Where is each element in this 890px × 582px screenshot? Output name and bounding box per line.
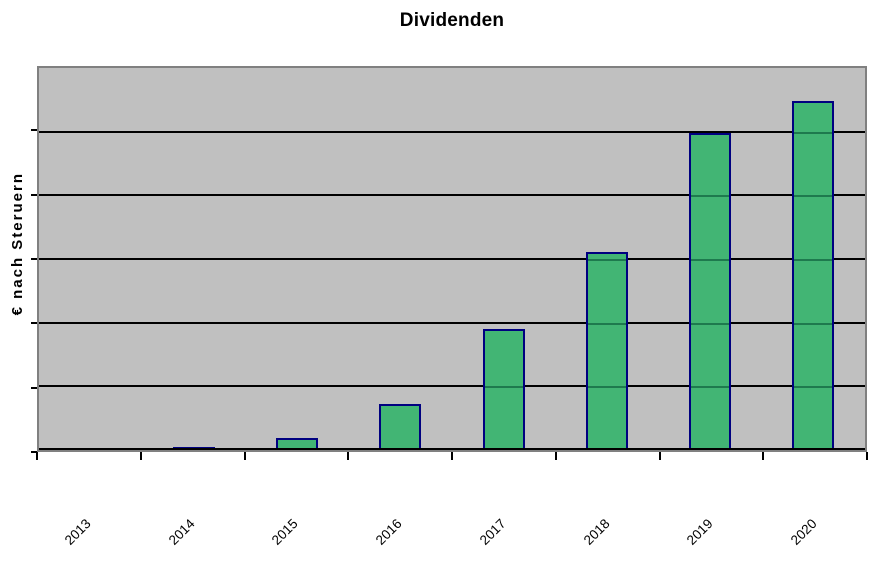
chart-title: Dividenden (399, 10, 505, 31)
x-axis-tick (762, 452, 765, 460)
bar-2019 (689, 132, 732, 450)
bar-2016 (379, 404, 422, 450)
x-axis-label-2014: 2014 (165, 516, 198, 548)
x-axis-label-2020: 2020 (787, 516, 820, 548)
y-axis-tick (31, 258, 37, 260)
gridline-over-bar (691, 195, 730, 198)
x-axis-tick (866, 452, 868, 460)
y-axis-tick (31, 193, 37, 196)
bar-2018 (585, 252, 628, 450)
gridline-over-bar (691, 386, 730, 389)
x-axis-label-2017: 2017 (476, 516, 509, 548)
gridline (39, 258, 865, 260)
gridline-over-bar (794, 131, 833, 134)
x-axis-tick (658, 452, 661, 460)
x-axis-label-2016: 2016 (372, 516, 405, 548)
gridline-over-bar (587, 322, 626, 325)
x-axis-label-2019: 2019 (684, 516, 716, 548)
gridline (39, 130, 865, 133)
x-axis-tick (243, 452, 246, 460)
bar-2017 (482, 329, 525, 450)
gridline-over-bar (484, 386, 523, 389)
gridline (39, 321, 865, 324)
gridline (39, 385, 865, 388)
x-axis-tick (139, 452, 142, 460)
bar-2015 (276, 437, 319, 450)
y-axis-title: € nach Steruern (9, 172, 26, 316)
gridline-over-bar (691, 259, 730, 261)
gridline-over-bar (794, 322, 833, 325)
x-axis-tick (451, 452, 453, 460)
x-axis-tick (347, 452, 350, 460)
x-axis-label-2013: 2013 (61, 516, 94, 548)
x-axis-label-2015: 2015 (269, 516, 301, 548)
gridline-over-bar (794, 386, 833, 389)
bar-2020 (792, 101, 835, 450)
y-axis-tick (31, 386, 37, 389)
gridline-over-bar (587, 259, 626, 261)
y-axis-tick (31, 451, 37, 453)
gridline (39, 194, 865, 197)
x-axis-line (39, 448, 865, 450)
plot-area (37, 66, 867, 452)
x-axis-tick (36, 452, 38, 460)
gridline-over-bar (587, 386, 626, 389)
y-axis-tick (31, 129, 37, 132)
y-axis-tick (31, 322, 37, 325)
x-axis-tick (554, 452, 557, 460)
gridline-over-bar (794, 195, 833, 198)
x-axis-label-2018: 2018 (580, 516, 613, 548)
gridline-over-bar (794, 259, 833, 261)
gridline-over-bar (691, 322, 730, 325)
